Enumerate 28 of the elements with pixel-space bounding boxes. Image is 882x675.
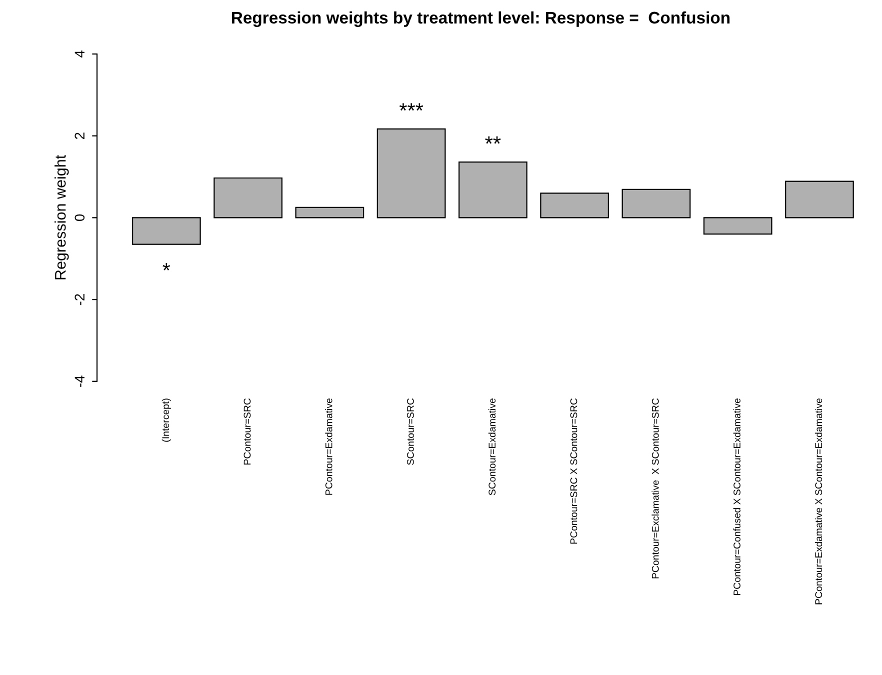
bar (703, 217, 772, 235)
x-tick-label: PContour=Exdamative (325, 398, 332, 495)
x-tick-label: PContour=Exdamative X SContour=Exdamative (814, 398, 822, 604)
bar (458, 161, 528, 218)
x-tick-label: PContour=Exclamative X SContour=SRC (652, 398, 659, 578)
bar (132, 217, 201, 245)
x-tick-label: PContour=SRC X SContour=SRC (570, 398, 578, 544)
bar (540, 192, 609, 218)
x-tick-label: SContour=Exdamative (488, 398, 496, 496)
y-axis-title: Regression weight (54, 154, 69, 280)
x-tick-label: PContour=Confused X SContour=Exdamative (733, 398, 740, 596)
y-tick-label: 0 (74, 214, 85, 222)
chart-title: Regression weights by treatment level: Response = Confusion (232, 11, 730, 27)
bar (214, 177, 282, 218)
x-tick-label: PContour=SRC (244, 398, 251, 465)
annotation: ** (485, 136, 501, 144)
bar (295, 206, 364, 218)
y-tick-label: 4 (74, 50, 84, 58)
x-tick-label: SContour=SRC (407, 398, 414, 465)
y-tick-label: -4 (74, 376, 84, 387)
bar (785, 180, 854, 218)
y-tick-label: 2 (74, 132, 84, 140)
bar (622, 188, 691, 218)
annotation: * (162, 263, 170, 270)
y-tick-label: -2 (74, 294, 84, 306)
annotation: *** (399, 103, 424, 111)
x-tick-label: (Intercept) (162, 398, 171, 442)
bar (376, 128, 446, 218)
